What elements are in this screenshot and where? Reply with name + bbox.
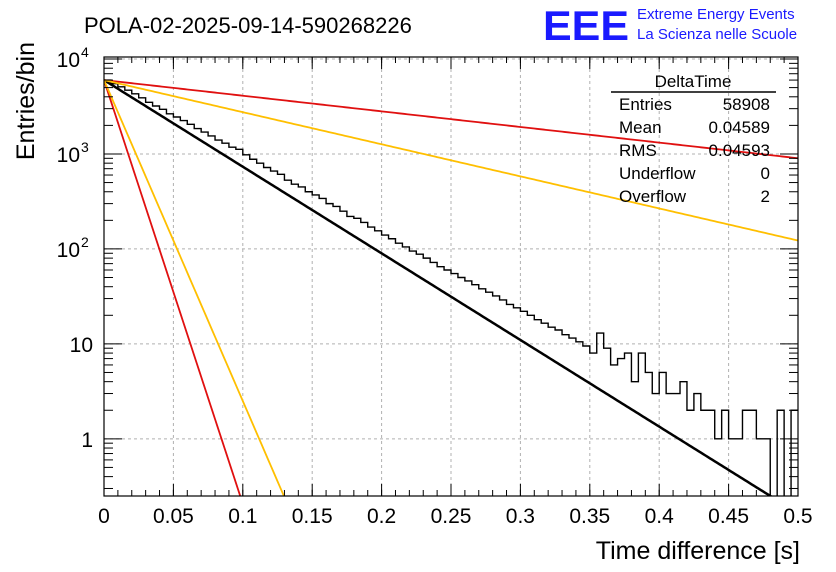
fit-lines	[104, 79, 798, 496]
stats-value: 0.04589	[709, 118, 770, 137]
stats-label: Underflow	[619, 164, 696, 183]
stats-label: Entries	[619, 95, 672, 114]
histogram-series	[104, 79, 798, 496]
fit-line-red-flat	[104, 79, 798, 160]
fit-line-fit	[104, 79, 773, 496]
x-tick-label: 0.1	[228, 505, 257, 528]
y-tick-exponent: 2	[81, 234, 89, 250]
x-tick-label: 0.05	[153, 505, 194, 528]
x-tick-label: 0.35	[569, 505, 610, 528]
stats-box: DeltaTime Entries 58908 Mean 0.04589 RMS 0.04…	[611, 72, 776, 206]
logo-text: EEE	[543, 2, 629, 49]
x-tick-label: 0.3	[506, 505, 535, 528]
y-tick-exponent: 3	[81, 139, 89, 155]
y-tick-label: 1	[81, 429, 93, 452]
x-tick-label: 0.2	[367, 505, 396, 528]
x-tick-label: 0.45	[708, 505, 749, 528]
axis-ticks	[103, 57, 799, 496]
stats-label: Mean	[619, 118, 662, 137]
stats-value: 0.04593	[709, 141, 770, 160]
x-tick-label: 0.5	[783, 505, 812, 528]
stats-title: DeltaTime	[655, 72, 732, 91]
stats-value: 0	[761, 164, 770, 183]
grid	[104, 57, 798, 496]
x-tick-labels: 0 0.05 0.1 0.15 0.2 0.25 0.3 0.35 0.4 0.45 0.5	[98, 505, 812, 528]
x-axis-label: Time difference [s]	[596, 537, 800, 565]
y-tick-label: 10	[57, 144, 80, 167]
stats-rows: Entries 58908 Mean 0.04589 RMS 0.04593 Underfl…	[619, 95, 770, 206]
y-tick-exponent: 4	[81, 44, 89, 60]
logo-line2: La Scienza nelle Scuole	[637, 26, 797, 43]
x-tick-label: 0.25	[431, 505, 472, 528]
logo-line1: Extreme Energy Events	[637, 6, 795, 23]
stats-label: RMS	[619, 141, 657, 160]
stats-label: Overflow	[619, 187, 687, 206]
x-tick-label: 0.4	[645, 505, 675, 528]
x-tick-label: 0.15	[292, 505, 333, 528]
x-tick-label: 0	[98, 505, 110, 528]
y-tick-label: 10	[57, 49, 80, 72]
y-axis-label: Entries/bin	[12, 42, 40, 160]
fit-line-orange-flat	[104, 79, 798, 242]
y-tick-label: 10	[57, 239, 80, 262]
fit-line-red-steep	[104, 79, 242, 496]
fit-line-orange-steep	[104, 79, 285, 496]
y-tick-label: 10	[70, 334, 93, 357]
stats-value: 58908	[723, 95, 770, 114]
stats-value: 2	[761, 187, 770, 206]
eee-logo: EEE Extreme Energy Events La Scienza nel…	[543, 2, 797, 49]
chart-title: POLA-02-2025-09-14-590268226	[84, 13, 412, 38]
